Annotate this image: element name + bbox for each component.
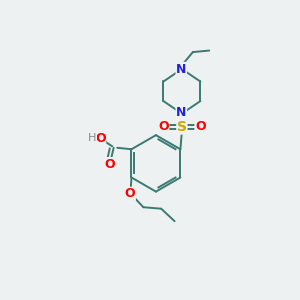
Text: O: O xyxy=(195,121,206,134)
Text: N: N xyxy=(176,62,187,76)
Text: O: O xyxy=(104,158,115,171)
Text: O: O xyxy=(95,132,106,145)
Text: O: O xyxy=(158,121,169,134)
Text: O: O xyxy=(125,187,135,200)
Text: S: S xyxy=(177,120,187,134)
Text: H: H xyxy=(88,133,96,143)
Text: N: N xyxy=(176,106,187,119)
